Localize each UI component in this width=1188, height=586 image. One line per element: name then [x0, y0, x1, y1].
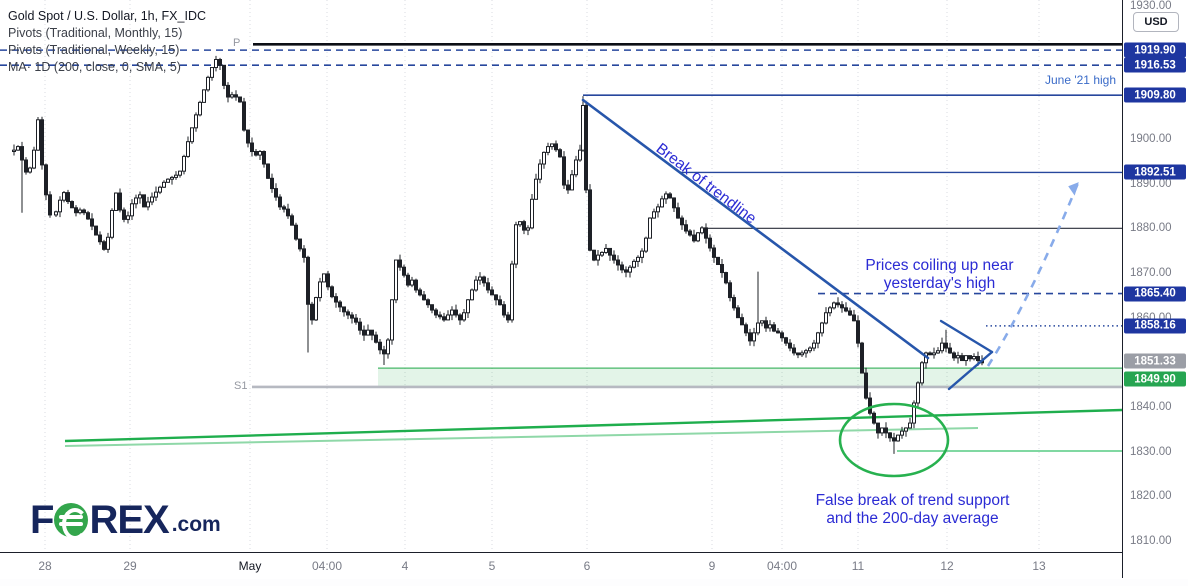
projection-arrow-head: [1068, 182, 1079, 196]
price-badge-1851.33: 1851.33: [1124, 353, 1186, 369]
pennant-lower[interactable]: [947, 350, 994, 391]
price-tick-1810.00: 1810.00: [1130, 535, 1172, 547]
price-axis[interactable]: 1930.00 USD 1900.00 1890.00 1880.00 1870.00…: [1122, 0, 1188, 578]
price-tick-1820.00: 1820.00: [1130, 490, 1172, 503]
price-badge-1909.80: 1909.80: [1124, 87, 1186, 103]
price-badge-1858.16: 1858.16: [1124, 318, 1186, 334]
bottom-strip: [0, 578, 1188, 586]
price-badge-1916.53: 1916.53: [1124, 57, 1186, 73]
price-badge-1919.90: 1919.90: [1124, 42, 1186, 58]
time-tick-13: 13: [1032, 559, 1046, 573]
annotation-prices-coiling-line2: yesterday's high: [883, 275, 996, 292]
forex-com-logo: F REX .com: [30, 500, 221, 540]
time-tick-9: 9: [708, 559, 716, 573]
support-band: [378, 368, 1122, 387]
price-tick-1840.00: 1840.00: [1130, 401, 1172, 413]
false-break-ellipse[interactable]: [838, 402, 950, 478]
annotation-false-break: False break of trend support and the 200…: [800, 492, 1025, 528]
legend-pivots-monthly[interactable]: Pivots (Traditional, Monthly, 15): [8, 26, 183, 40]
price-tick-1830.00: 1830.00: [1130, 445, 1172, 458]
time-axis[interactable]: 28 29 May 04:00 4 5 6 9 04:00 11 12 13: [0, 552, 1188, 579]
chart-pane[interactable]: Gold Spot / U.S. Dollar, 1h, FX_IDC Pivo…: [0, 0, 1122, 552]
logo-coin-icon: [54, 503, 89, 540]
legend-ma-200[interactable]: MA· 1D (200, close, 0, SMA, 5): [8, 60, 181, 74]
pennant-upper[interactable]: [939, 319, 994, 354]
time-tick-4: 4: [401, 559, 409, 573]
time-tick-04:00: 04:00: [766, 559, 798, 573]
logo-f: F: [30, 498, 54, 542]
logo-com: .com: [171, 513, 221, 536]
price-badge-1865.40: 1865.40: [1124, 286, 1186, 302]
candlestick-series: [12, 55, 984, 454]
annotation-false-break-line2: and the 200-day average: [826, 510, 999, 527]
price-badge-1849.90: 1849.90: [1124, 371, 1186, 387]
time-tick-6: 6: [583, 559, 591, 573]
price-badge-1892.51: 1892.51: [1124, 164, 1186, 180]
price-axis-top-label: 1930.00: [1130, 0, 1172, 12]
price-tick-1890.00: 1890.00: [1130, 177, 1172, 190]
annotation-prices-coiling-line1: Prices coiling up near: [865, 257, 1014, 274]
legend-symbol[interactable]: Gold Spot / U.S. Dollar, 1h, FX_IDC: [8, 9, 206, 23]
annotation-june-21-high: June '21 high: [1044, 73, 1116, 87]
time-tick-May: May: [238, 559, 262, 573]
price-tick-1880.00: 1880.00: [1130, 222, 1172, 235]
annotation-prices-coiling: Prices coiling up near yesterday's high: [852, 257, 1027, 293]
price-tick-1900.00: 1900.00: [1130, 133, 1172, 145]
pivot-p-label: P: [233, 37, 241, 49]
pivot-s1-label: S1: [234, 380, 248, 392]
chart-legend: Gold Spot / U.S. Dollar, 1h, FX_IDC Pivo…: [8, 8, 206, 76]
projection-arrow[interactable]: [986, 182, 1080, 367]
time-tick-29: 29: [123, 559, 137, 573]
ma-200-day[interactable]: [64, 427, 979, 447]
time-tick-28: 28: [38, 559, 52, 573]
annotation-false-break-line1: False break of trend support: [815, 492, 1010, 509]
time-tick-11: 11: [851, 559, 865, 573]
trend-support[interactable]: [64, 408, 1122, 443]
logo-rex: REX: [89, 498, 169, 542]
time-tick-04:00: 04:00: [311, 559, 343, 573]
currency-button[interactable]: USD: [1133, 12, 1179, 32]
candlestick-chart-canvas[interactable]: [0, 0, 1122, 552]
legend-pivots-weekly[interactable]: Pivots (Traditional, Weekly, 15): [8, 43, 180, 57]
time-tick-12: 12: [940, 559, 954, 573]
price-tick-1870.00: 1870.00: [1130, 267, 1172, 279]
falling-trendline[interactable]: [581, 98, 930, 360]
time-tick-5: 5: [488, 559, 496, 573]
